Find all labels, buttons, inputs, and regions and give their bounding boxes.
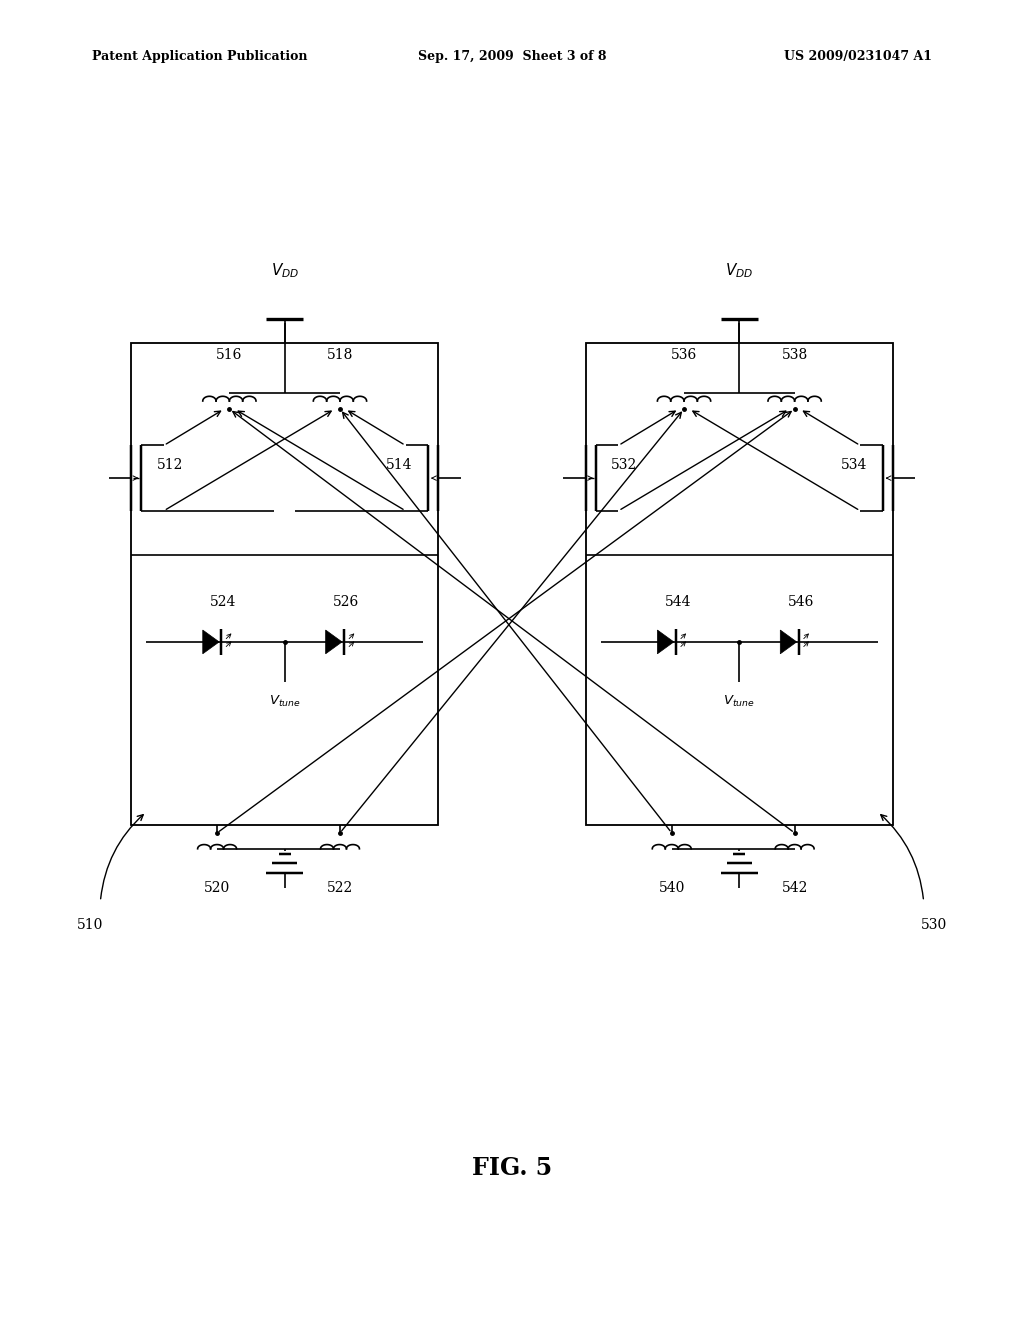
- Polygon shape: [780, 630, 797, 653]
- Text: 526: 526: [333, 595, 359, 610]
- Text: Sep. 17, 2009  Sheet 3 of 8: Sep. 17, 2009 Sheet 3 of 8: [418, 50, 606, 63]
- Polygon shape: [326, 630, 342, 653]
- Text: US 2009/0231047 A1: US 2009/0231047 A1: [783, 50, 932, 63]
- Text: 512: 512: [157, 458, 183, 473]
- Text: Patent Application Publication: Patent Application Publication: [92, 50, 307, 63]
- Text: 540: 540: [658, 882, 685, 895]
- Text: 516: 516: [216, 347, 243, 362]
- Text: 514: 514: [386, 458, 413, 473]
- Text: 518: 518: [327, 347, 353, 362]
- Text: 522: 522: [327, 882, 353, 895]
- Text: 534: 534: [841, 458, 867, 473]
- Text: FIG. 5: FIG. 5: [472, 1156, 552, 1180]
- Text: 542: 542: [781, 882, 808, 895]
- Text: 530: 530: [921, 919, 947, 932]
- Text: 536: 536: [671, 347, 697, 362]
- Text: 510: 510: [77, 919, 103, 932]
- Polygon shape: [657, 630, 674, 653]
- Bar: [586, 343, 893, 825]
- Text: $V_{tune}$: $V_{tune}$: [269, 694, 300, 709]
- Text: 546: 546: [787, 595, 814, 610]
- Text: $V_{DD}$: $V_{DD}$: [270, 261, 299, 280]
- Text: 532: 532: [611, 458, 638, 473]
- Text: 520: 520: [204, 882, 230, 895]
- Text: $V_{DD}$: $V_{DD}$: [725, 261, 754, 280]
- Polygon shape: [203, 630, 219, 653]
- Text: $V_{tune}$: $V_{tune}$: [724, 694, 755, 709]
- Bar: [131, 343, 438, 825]
- Text: 538: 538: [781, 347, 808, 362]
- Text: 524: 524: [210, 595, 237, 610]
- Text: 544: 544: [665, 595, 691, 610]
